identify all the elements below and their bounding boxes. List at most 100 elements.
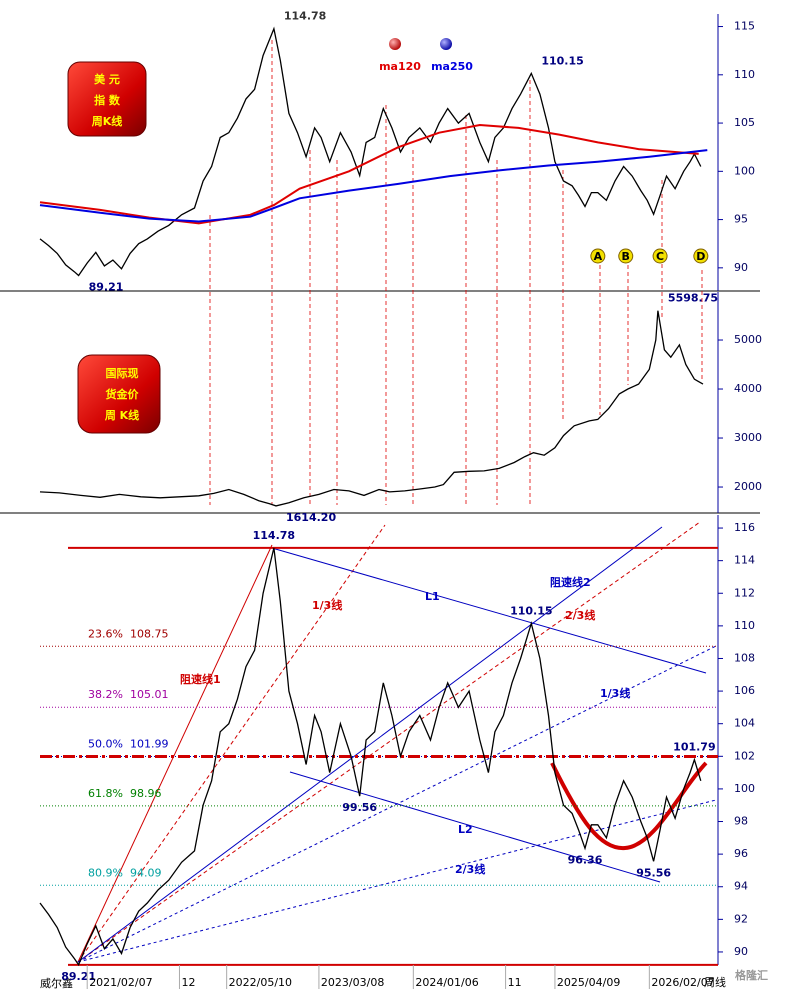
y-tick-label: 3000 bbox=[734, 431, 762, 444]
y-tick-label: 104 bbox=[734, 717, 755, 730]
x-tick-label: 2026/02/07 bbox=[651, 976, 714, 989]
y-tick-label: 102 bbox=[734, 749, 755, 762]
trend-line bbox=[271, 547, 707, 674]
y-tick-label: 105 bbox=[734, 116, 755, 129]
trend-line bbox=[77, 526, 663, 963]
y-tick-label: 96 bbox=[734, 847, 748, 860]
trend-line bbox=[77, 799, 717, 963]
x-tick-label: 11 bbox=[508, 976, 522, 989]
line-labels: 阻速线1 1/3线 L1 阻速线2 2/3线 1/3线 L2 2/3线 bbox=[180, 575, 630, 876]
fib-ratio: 23.6% bbox=[88, 627, 123, 640]
y-tick-label: 110 bbox=[734, 68, 755, 81]
price-line bbox=[39, 26, 702, 277]
legend-ball bbox=[389, 38, 401, 50]
trend-line bbox=[77, 524, 386, 963]
fib-value: 101.99 bbox=[130, 737, 169, 750]
annotation: 99.56 bbox=[342, 801, 377, 814]
y-tick-label: 106 bbox=[734, 684, 755, 697]
annotation: 95.56 bbox=[636, 866, 671, 879]
price-line bbox=[39, 547, 702, 967]
marker bbox=[590, 248, 606, 264]
trend-line bbox=[77, 544, 273, 963]
marker-label: C bbox=[656, 250, 664, 263]
ma-line bbox=[39, 149, 708, 223]
trend-line bbox=[77, 521, 701, 963]
x-unit: 周线 bbox=[704, 975, 726, 989]
annotation: 1614.20 bbox=[286, 511, 336, 524]
fib-ratio: 38.2% bbox=[88, 688, 123, 701]
annotation: 110.15 bbox=[541, 54, 583, 67]
fib-value: 94.09 bbox=[130, 866, 162, 879]
fib-ratio: 61.8% bbox=[88, 787, 123, 800]
annotation: 114.78 bbox=[253, 529, 295, 542]
annotation: 110.15 bbox=[510, 604, 552, 617]
x-tick-label: 12 bbox=[181, 976, 195, 989]
y-tick-label: 4000 bbox=[734, 382, 762, 395]
y-tick-label: 112 bbox=[734, 586, 755, 599]
y-tick-label: 110 bbox=[734, 619, 755, 632]
source-label: 威尔鑫 bbox=[40, 976, 73, 990]
y-tick-label: 100 bbox=[734, 164, 755, 177]
y-tick-label: 115 bbox=[734, 20, 755, 33]
y-tick-label: 2000 bbox=[734, 480, 762, 493]
marker bbox=[618, 248, 634, 264]
fib-value: 98.96 bbox=[130, 787, 162, 800]
trend-line bbox=[289, 771, 661, 883]
fib-value: 105.01 bbox=[130, 688, 169, 701]
badge-text: 国际现 bbox=[106, 366, 139, 380]
legend-label: ma120 bbox=[379, 60, 421, 73]
badge-text: 美 元 bbox=[94, 72, 120, 86]
x-tick-label: 2023/03/08 bbox=[321, 976, 384, 989]
price-line bbox=[39, 310, 704, 507]
y-tick-label: 108 bbox=[734, 651, 755, 664]
marker-label: B bbox=[622, 250, 630, 263]
y-tick-label: 100 bbox=[734, 782, 755, 795]
y-tick-label: 92 bbox=[734, 912, 748, 925]
y-tick-label: 90 bbox=[734, 261, 748, 274]
fib-ratio: 50.0% bbox=[88, 737, 123, 750]
fib-value: 108.75 bbox=[130, 627, 169, 640]
x-tick-label: 2021/02/07 bbox=[89, 976, 152, 989]
line-label: 2/3线 bbox=[455, 862, 485, 876]
y-tick-label: 94 bbox=[734, 880, 748, 893]
ma-line bbox=[39, 123, 699, 225]
marker-label: D bbox=[696, 250, 705, 263]
badge-text: 货金价 bbox=[105, 387, 140, 401]
y-tick-label: 95 bbox=[734, 213, 748, 226]
legend-label: ma250 bbox=[431, 60, 473, 73]
annotation: 114.78 bbox=[284, 10, 326, 23]
badge-box bbox=[77, 354, 161, 434]
time-markers bbox=[209, 40, 703, 505]
annotation: 101.79 bbox=[673, 741, 715, 754]
watermark: 格隆汇 bbox=[735, 968, 768, 982]
marker bbox=[652, 248, 668, 264]
x-tick-label: 2025/04/09 bbox=[557, 976, 620, 989]
line-label: L1 bbox=[425, 590, 440, 603]
line-label: 1/3线 bbox=[312, 598, 342, 612]
annotation: 89.21 bbox=[89, 280, 124, 293]
y-tick-label: 98 bbox=[734, 815, 748, 828]
badge-box bbox=[67, 61, 147, 137]
badge-text: 周 K线 bbox=[105, 408, 139, 422]
y-tick-label: 5000 bbox=[734, 333, 762, 346]
layout bbox=[0, 38, 760, 963]
line-label: 1/3线 bbox=[600, 686, 630, 700]
y-tick-label: 114 bbox=[734, 554, 755, 567]
y-tick-label: 90 bbox=[734, 945, 748, 958]
marker-label: A bbox=[594, 250, 603, 263]
badge-text: 指 数 bbox=[94, 93, 121, 107]
marker bbox=[693, 248, 709, 264]
fib-ratio: 80.9% bbox=[88, 866, 123, 879]
y-tick-label: 116 bbox=[734, 521, 755, 534]
line-label: 阻速线2 bbox=[550, 575, 591, 589]
x-tick-label: 2024/01/06 bbox=[415, 976, 478, 989]
annotation: 5598.75 bbox=[668, 292, 718, 305]
legend-ball bbox=[440, 38, 452, 50]
line-label: 2/3线 bbox=[565, 608, 595, 622]
x-tick-label: 2022/05/10 bbox=[229, 976, 292, 989]
line-label: L2 bbox=[458, 823, 473, 836]
line-label: 阻速线1 bbox=[180, 672, 221, 686]
badge-text: 周K线 bbox=[92, 114, 123, 128]
annotation: 96.36 bbox=[568, 853, 603, 866]
